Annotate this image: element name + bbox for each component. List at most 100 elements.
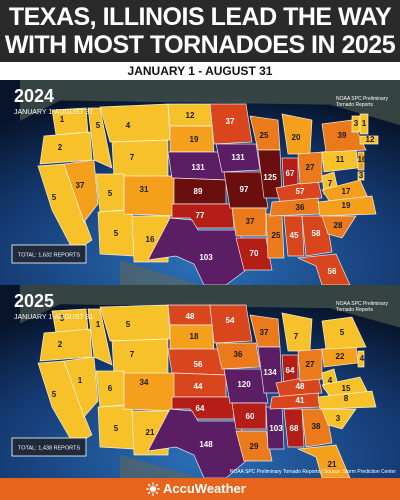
state-fl — [296, 444, 351, 478]
value-label-ny: 5 — [340, 328, 345, 337]
headline-line-1: TEXAS, ILLINOIS LEAD THE WAY — [8, 3, 392, 31]
year-subtitle: JANUARY 1-AUGUST 31 — [14, 109, 93, 116]
state-la — [235, 237, 273, 271]
value-label-mt: 4 — [126, 121, 131, 130]
state-mn — [209, 103, 253, 145]
value-label-il: 125 — [263, 173, 277, 182]
map-panel-2024: 1 2 5 37 5 4 7 5 5 31 16 12 19 131 89 77 103 37 131 97 37 70 2… — [0, 80, 400, 285]
value-label-nm: 21 — [146, 428, 155, 437]
value-label-va: 15 — [342, 384, 351, 393]
value-label-sc: 28 — [334, 221, 343, 230]
state-mn — [209, 304, 253, 344]
state-nh — [359, 113, 369, 135]
value-label-nm: 16 — [146, 235, 155, 244]
value-label-mo: 97 — [240, 185, 249, 194]
value-label-ar: 37 — [246, 217, 255, 226]
value-label-sd: 19 — [190, 135, 199, 144]
state-ia — [215, 143, 261, 173]
value-label-ms: 25 — [272, 231, 281, 240]
value-label-al: 45 — [290, 231, 299, 240]
state-or — [39, 131, 93, 165]
source-credit: NOAA SPC Preliminary Tornado Reports | S… — [230, 469, 397, 475]
state-id — [87, 107, 113, 169]
value-label-pa: 22 — [336, 352, 345, 361]
state-co — [123, 372, 177, 412]
value-label-or: 2 — [58, 340, 63, 349]
state-mt — [99, 103, 171, 143]
value-label-nj: 16 — [358, 155, 367, 164]
year-title: 2025 — [14, 291, 54, 311]
value-label-wi: 25 — [260, 131, 269, 140]
state-tx — [147, 217, 247, 285]
value-label-fl: 56 — [328, 267, 337, 276]
value-label-il: 134 — [263, 368, 277, 377]
state-al — [283, 408, 305, 448]
value-label-ia: 131 — [231, 153, 245, 162]
brand-footer: AccuWeather — [0, 478, 400, 500]
state-mo — [223, 171, 269, 209]
states-layer — [37, 103, 379, 285]
value-label-az: 5 — [114, 424, 119, 433]
value-label-mt: 5 — [126, 320, 131, 329]
source-note-line-1: NOAA SPC Preliminary — [336, 301, 388, 307]
value-label-fl: 21 — [328, 460, 337, 469]
value-label-nc: 19 — [342, 201, 351, 210]
value-label-ne: 56 — [194, 360, 203, 369]
source-note-line-2: Tornado Reports — [336, 307, 373, 313]
headline-banner: TEXAS, ILLINOIS LEAD THE WAY WITH MOST T… — [0, 0, 400, 62]
value-label-co: 31 — [140, 185, 149, 194]
value-label-nj: 4 — [360, 354, 365, 363]
state-oh — [297, 348, 323, 382]
value-label-la: 70 — [250, 249, 259, 258]
source-note-line-1: NOAA SPC Preliminary — [336, 96, 388, 102]
state-ga — [301, 408, 333, 448]
value-label-ky: 57 — [296, 187, 305, 196]
state-ga — [301, 215, 333, 257]
value-label-nc: 8 — [344, 394, 349, 403]
state-nj — [357, 151, 365, 171]
state-ma — [359, 135, 379, 145]
value-label-mi: 7 — [294, 332, 299, 341]
value-label-nh: 1 — [362, 119, 367, 128]
value-label-tn: 41 — [296, 396, 305, 405]
value-label-ut: 6 — [108, 384, 113, 393]
year-subtitle: JANUARY 1-AUGUST 31 — [14, 314, 93, 321]
value-label-ut: 5 — [108, 189, 113, 198]
state-or — [39, 328, 93, 362]
state-ar — [231, 402, 267, 430]
value-label-in: 64 — [286, 366, 295, 375]
value-label-al: 68 — [290, 424, 299, 433]
value-label-oh: 27 — [306, 163, 315, 172]
total-box — [11, 244, 87, 264]
value-label-ca: 5 — [52, 390, 57, 399]
state-nv — [63, 159, 99, 223]
total-reports: TOTAL: 1,438 REPORTS — [18, 445, 80, 451]
value-label-tx: 103 — [199, 253, 213, 262]
value-label-nv: 37 — [76, 181, 85, 190]
value-label-ok: 64 — [196, 404, 205, 413]
value-label-sc: 3 — [336, 414, 341, 423]
state-de — [357, 171, 365, 181]
value-label-mn: 54 — [226, 316, 235, 325]
source-note-line-2: Tornado Reports — [336, 102, 373, 108]
value-label-ks: 89 — [194, 187, 203, 196]
sun-icon — [146, 482, 160, 496]
state-tx — [147, 408, 247, 478]
value-label-sd: 18 — [190, 332, 199, 341]
value-label-ga: 38 — [312, 422, 321, 431]
value-label-wv: 4 — [328, 376, 333, 385]
value-label-nv: 1 — [78, 376, 83, 385]
value-label-mn: 37 — [226, 117, 235, 126]
year-title: 2024 — [14, 86, 54, 106]
state-mt — [99, 304, 171, 342]
value-label-oh: 27 — [306, 360, 315, 369]
state-ia — [215, 342, 261, 370]
value-label-ms: 103 — [269, 424, 283, 433]
value-label-ks: 44 — [194, 382, 203, 391]
value-label-or: 2 — [58, 143, 63, 152]
brand-name: AccuWeather — [163, 481, 246, 496]
